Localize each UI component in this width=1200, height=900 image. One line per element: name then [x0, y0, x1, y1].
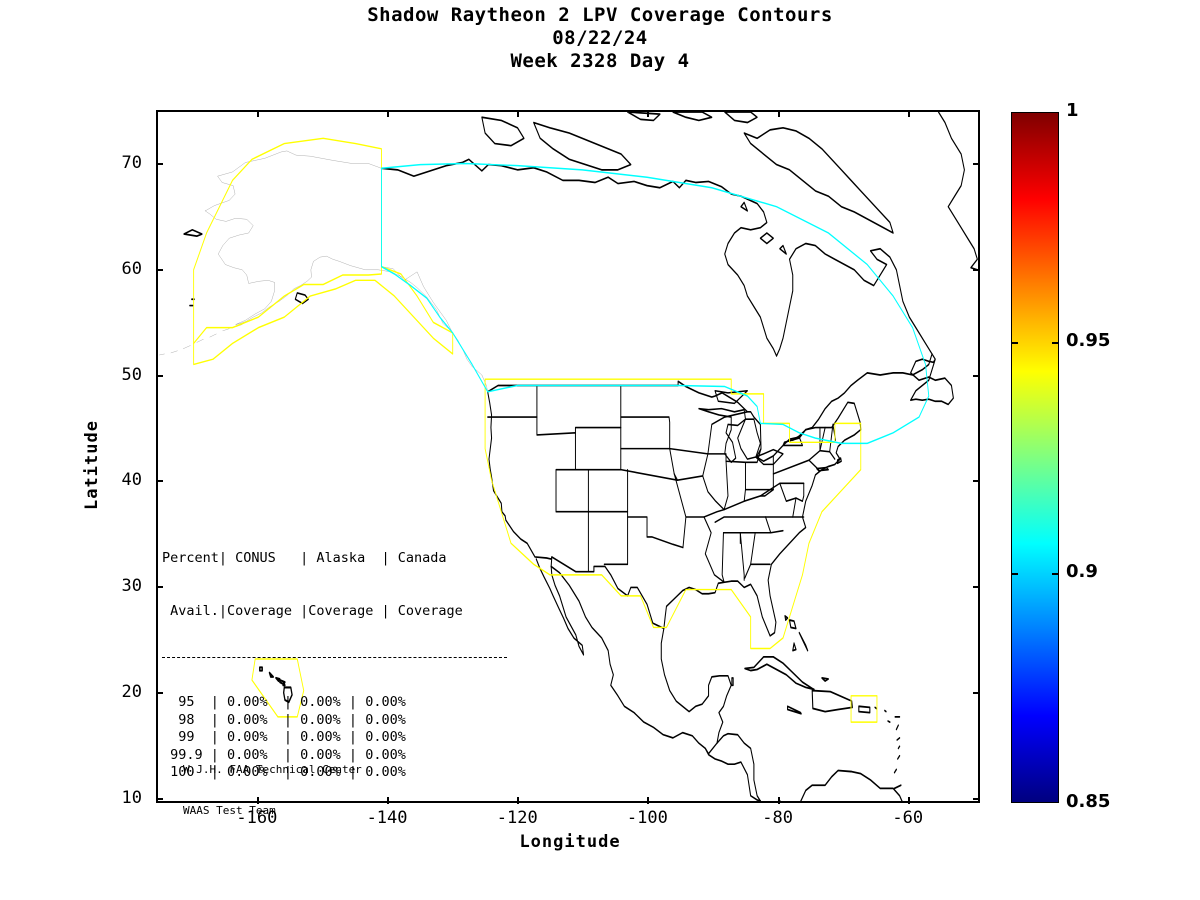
title-block: Shadow Raytheon 2 LPV Coverage Contours … [0, 4, 1200, 73]
coastline-cape-cod [836, 457, 842, 465]
coverage-stats-table: Percent| CONUS | Alaska | Canada Avail.|… [162, 515, 507, 800]
coastline-baffin-island [743, 126, 894, 234]
y-tick-mark-right [973, 797, 980, 800]
coastline-hudson-bay-islands [740, 201, 787, 255]
x-tick-mark [517, 797, 520, 804]
stats-header-divider [162, 656, 507, 658]
colorbar-tick-label: 0.9 [1066, 560, 1098, 582]
x-tick-label: -60 [892, 808, 924, 828]
coastline-victoria-island [533, 121, 632, 171]
y-tick-mark [156, 586, 163, 589]
colorbar-tick-mark [1011, 572, 1018, 575]
conus-service-boundary [193, 137, 878, 723]
canada-service-boundary [381, 162, 930, 445]
credit-line-2: WAAS Test Team [183, 803, 276, 817]
colorbar-tick-mark-right [1052, 342, 1059, 345]
y-tick-mark [156, 374, 163, 377]
coastline-mexico-baja [535, 556, 585, 656]
coastline-arctic-isles-1 [672, 112, 713, 122]
colorbar-tick-label: 1 [1066, 100, 1079, 121]
coastline-st-lawrence-island [183, 228, 203, 237]
stats-header-row-2: Avail.|Coverage |Coverage | Coverage [162, 602, 463, 619]
x-tick-mark-top [907, 110, 910, 117]
y-tick-mark-right [973, 268, 980, 271]
title-line-1: Shadow Raytheon 2 LPV Coverage Contours [367, 4, 833, 26]
y-tick-mark [156, 797, 163, 800]
credit-block: W.J.H. FAA Technical Center WAAS Test Te… [183, 736, 362, 831]
map-plot-area [156, 110, 980, 803]
y-tick-mark-right [973, 480, 980, 483]
coastline-hawaii [259, 666, 293, 704]
x-tick-mark-top [647, 110, 650, 117]
usa-state-borders [487, 384, 836, 583]
y-tick-mark [156, 162, 163, 165]
stats-header-row-1: Percent| CONUS | Alaska | Canada [162, 550, 447, 567]
x-tick-label: -80 [762, 808, 793, 828]
y-tick-mark [156, 691, 163, 694]
x-tick-label: -140 [366, 808, 408, 828]
x-tick-mark [256, 797, 259, 804]
x-tick-mark [907, 797, 910, 804]
y-tick-label: 70 [121, 152, 142, 173]
stats-rows: 95 | 0.00% | 0.00% | 0.00% 98 | 0.00% | … [162, 694, 507, 782]
coastline-usa-west [487, 390, 862, 637]
x-tick-mark-top [777, 110, 780, 117]
colorbar-tick-label: 0.85 [1066, 791, 1111, 812]
y-tick-label: 10 [121, 787, 142, 808]
y-tick-label: 40 [121, 470, 142, 491]
y-axis-title: Latitude [82, 420, 102, 510]
x-tick-mark [777, 797, 780, 804]
border-usa-canada-49 [487, 380, 807, 463]
north-america-map [158, 112, 978, 801]
stats-row: 99.9 | 0.00% | 0.00% | 0.00% [162, 746, 406, 763]
title-line-2: 08/22/24 [552, 27, 648, 49]
coastline-long-island [816, 466, 829, 472]
colorbar-tick-label: 0.95 [1066, 330, 1111, 352]
colorbar-container [1011, 112, 1059, 803]
colorbar-tick-mark-right [1052, 572, 1059, 575]
coastline-alaska [205, 151, 452, 332]
y-tick-mark [156, 268, 163, 271]
x-tick-label: -100 [626, 808, 668, 828]
coastline-kodiak [294, 292, 309, 305]
title-line-3: Week 2328 Day 4 [510, 50, 690, 72]
x-tick-mark-top [256, 110, 259, 117]
x-tick-mark-top [517, 110, 520, 117]
y-tick-mark-right [973, 691, 980, 694]
x-tick-label: -120 [496, 808, 538, 828]
y-tick-label: 60 [121, 258, 142, 279]
y-tick-label: 20 [121, 681, 142, 702]
coastline-arctic-isles-3 [724, 112, 758, 124]
colorbar-gradient [1011, 112, 1059, 803]
coastline-banks-island [481, 116, 525, 147]
great-lakes [698, 389, 803, 466]
coastline-central-america-inner [716, 732, 761, 801]
y-tick-label: 30 [121, 576, 142, 597]
y-tick-mark-right [973, 586, 980, 589]
coastline-gulf-mexico-east [660, 627, 732, 755]
stats-row: 99 | 0.00% | 0.00% | 0.00% [162, 729, 406, 746]
coastline-greenland [937, 112, 978, 271]
coastline-labrador-newfoundland [910, 353, 954, 406]
x-tick-label: -160 [236, 808, 278, 828]
credit-line-1: W.J.H. FAA Technical Center [183, 763, 362, 776]
x-axis-title: Longitude [519, 832, 621, 852]
coastline-caribbean [744, 614, 903, 801]
y-tick-mark [156, 480, 163, 483]
colorbar-tick-mark [1011, 342, 1018, 345]
x-tick-mark-top [387, 110, 390, 117]
x-tick-mark [647, 797, 650, 804]
y-tick-label: 50 [121, 364, 142, 385]
y-tick-mark-right [973, 374, 980, 377]
coastline-aleutians [159, 324, 242, 355]
stats-row: 95 | 0.00% | 0.00% | 0.00% [162, 693, 406, 710]
stats-row: 100 | 0.00% | 0.00% | 0.00% [162, 764, 406, 781]
coastline-mexico-mainland [550, 565, 761, 801]
y-tick-mark-right [973, 162, 980, 165]
coastline-canada-mainland [380, 158, 933, 442]
coastline-yucatan-islands [731, 677, 734, 687]
x-tick-mark [387, 797, 390, 804]
stats-row: 98 | 0.00% | 0.00% | 0.00% [162, 711, 406, 728]
coastline-arctic-isles-2 [627, 112, 661, 122]
